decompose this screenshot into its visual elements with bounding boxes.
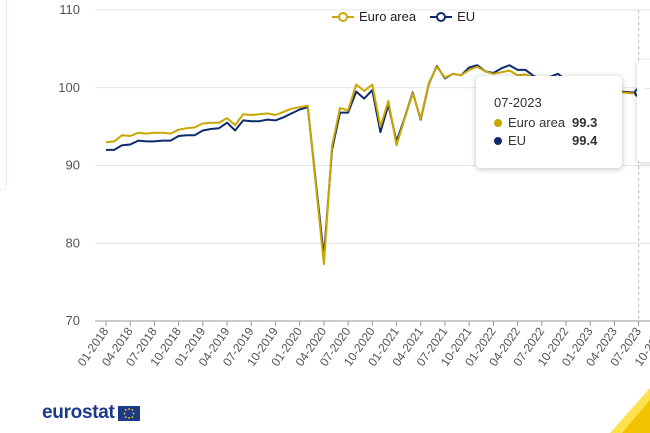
chart-tooltip: 07-2023 Euro area 99.3 EU 99.4 bbox=[476, 76, 622, 168]
tooltip-dot-eu-icon bbox=[494, 136, 502, 145]
y-tick-label: 110 bbox=[59, 2, 80, 17]
tooltip-value-eu: 99.4 bbox=[572, 133, 598, 148]
logo-text: eurostat bbox=[42, 402, 115, 423]
legend-label-euro-area: Euro area bbox=[359, 9, 417, 24]
legend-marker-eu-icon bbox=[430, 11, 453, 22]
legend-marker-euro-area-icon bbox=[332, 11, 354, 22]
y-axis: 70 80 90 100 110 bbox=[58, 2, 80, 328]
y-tick-label: 80 bbox=[66, 235, 80, 250]
y-tick-label: 70 bbox=[66, 313, 80, 328]
legend-label-eu: EU bbox=[457, 9, 476, 24]
side-popup-panel bbox=[637, 60, 650, 162]
side-popup-divider bbox=[645, 88, 650, 89]
tooltip-date: 07-2023 bbox=[494, 95, 542, 110]
eu-flag-icon bbox=[117, 405, 140, 421]
tooltip-value-euro-area: 99.3 bbox=[572, 115, 598, 130]
legend-item-eu[interactable]: EU bbox=[430, 9, 475, 24]
tooltip-label-eu: EU bbox=[508, 133, 527, 148]
tooltip-row-eu: EU bbox=[494, 133, 526, 148]
eurostat-logo[interactable]: eurostat bbox=[42, 402, 140, 424]
y-tick-label: 90 bbox=[66, 158, 80, 173]
y-tick-label: 100 bbox=[58, 80, 80, 95]
x-axis: 01-201804-201807-201810-201801-201904-20… bbox=[75, 321, 650, 369]
tooltip-dot-euro-area-icon bbox=[494, 118, 502, 127]
tooltip-label-euro-area: Euro area bbox=[508, 115, 566, 130]
tooltip-row-euro-area: Euro area bbox=[494, 115, 565, 130]
corner-decoration bbox=[610, 388, 650, 433]
chart-legend: Euro area EU bbox=[332, 9, 475, 24]
legend-item-euro-area[interactable]: Euro area bbox=[332, 9, 416, 24]
